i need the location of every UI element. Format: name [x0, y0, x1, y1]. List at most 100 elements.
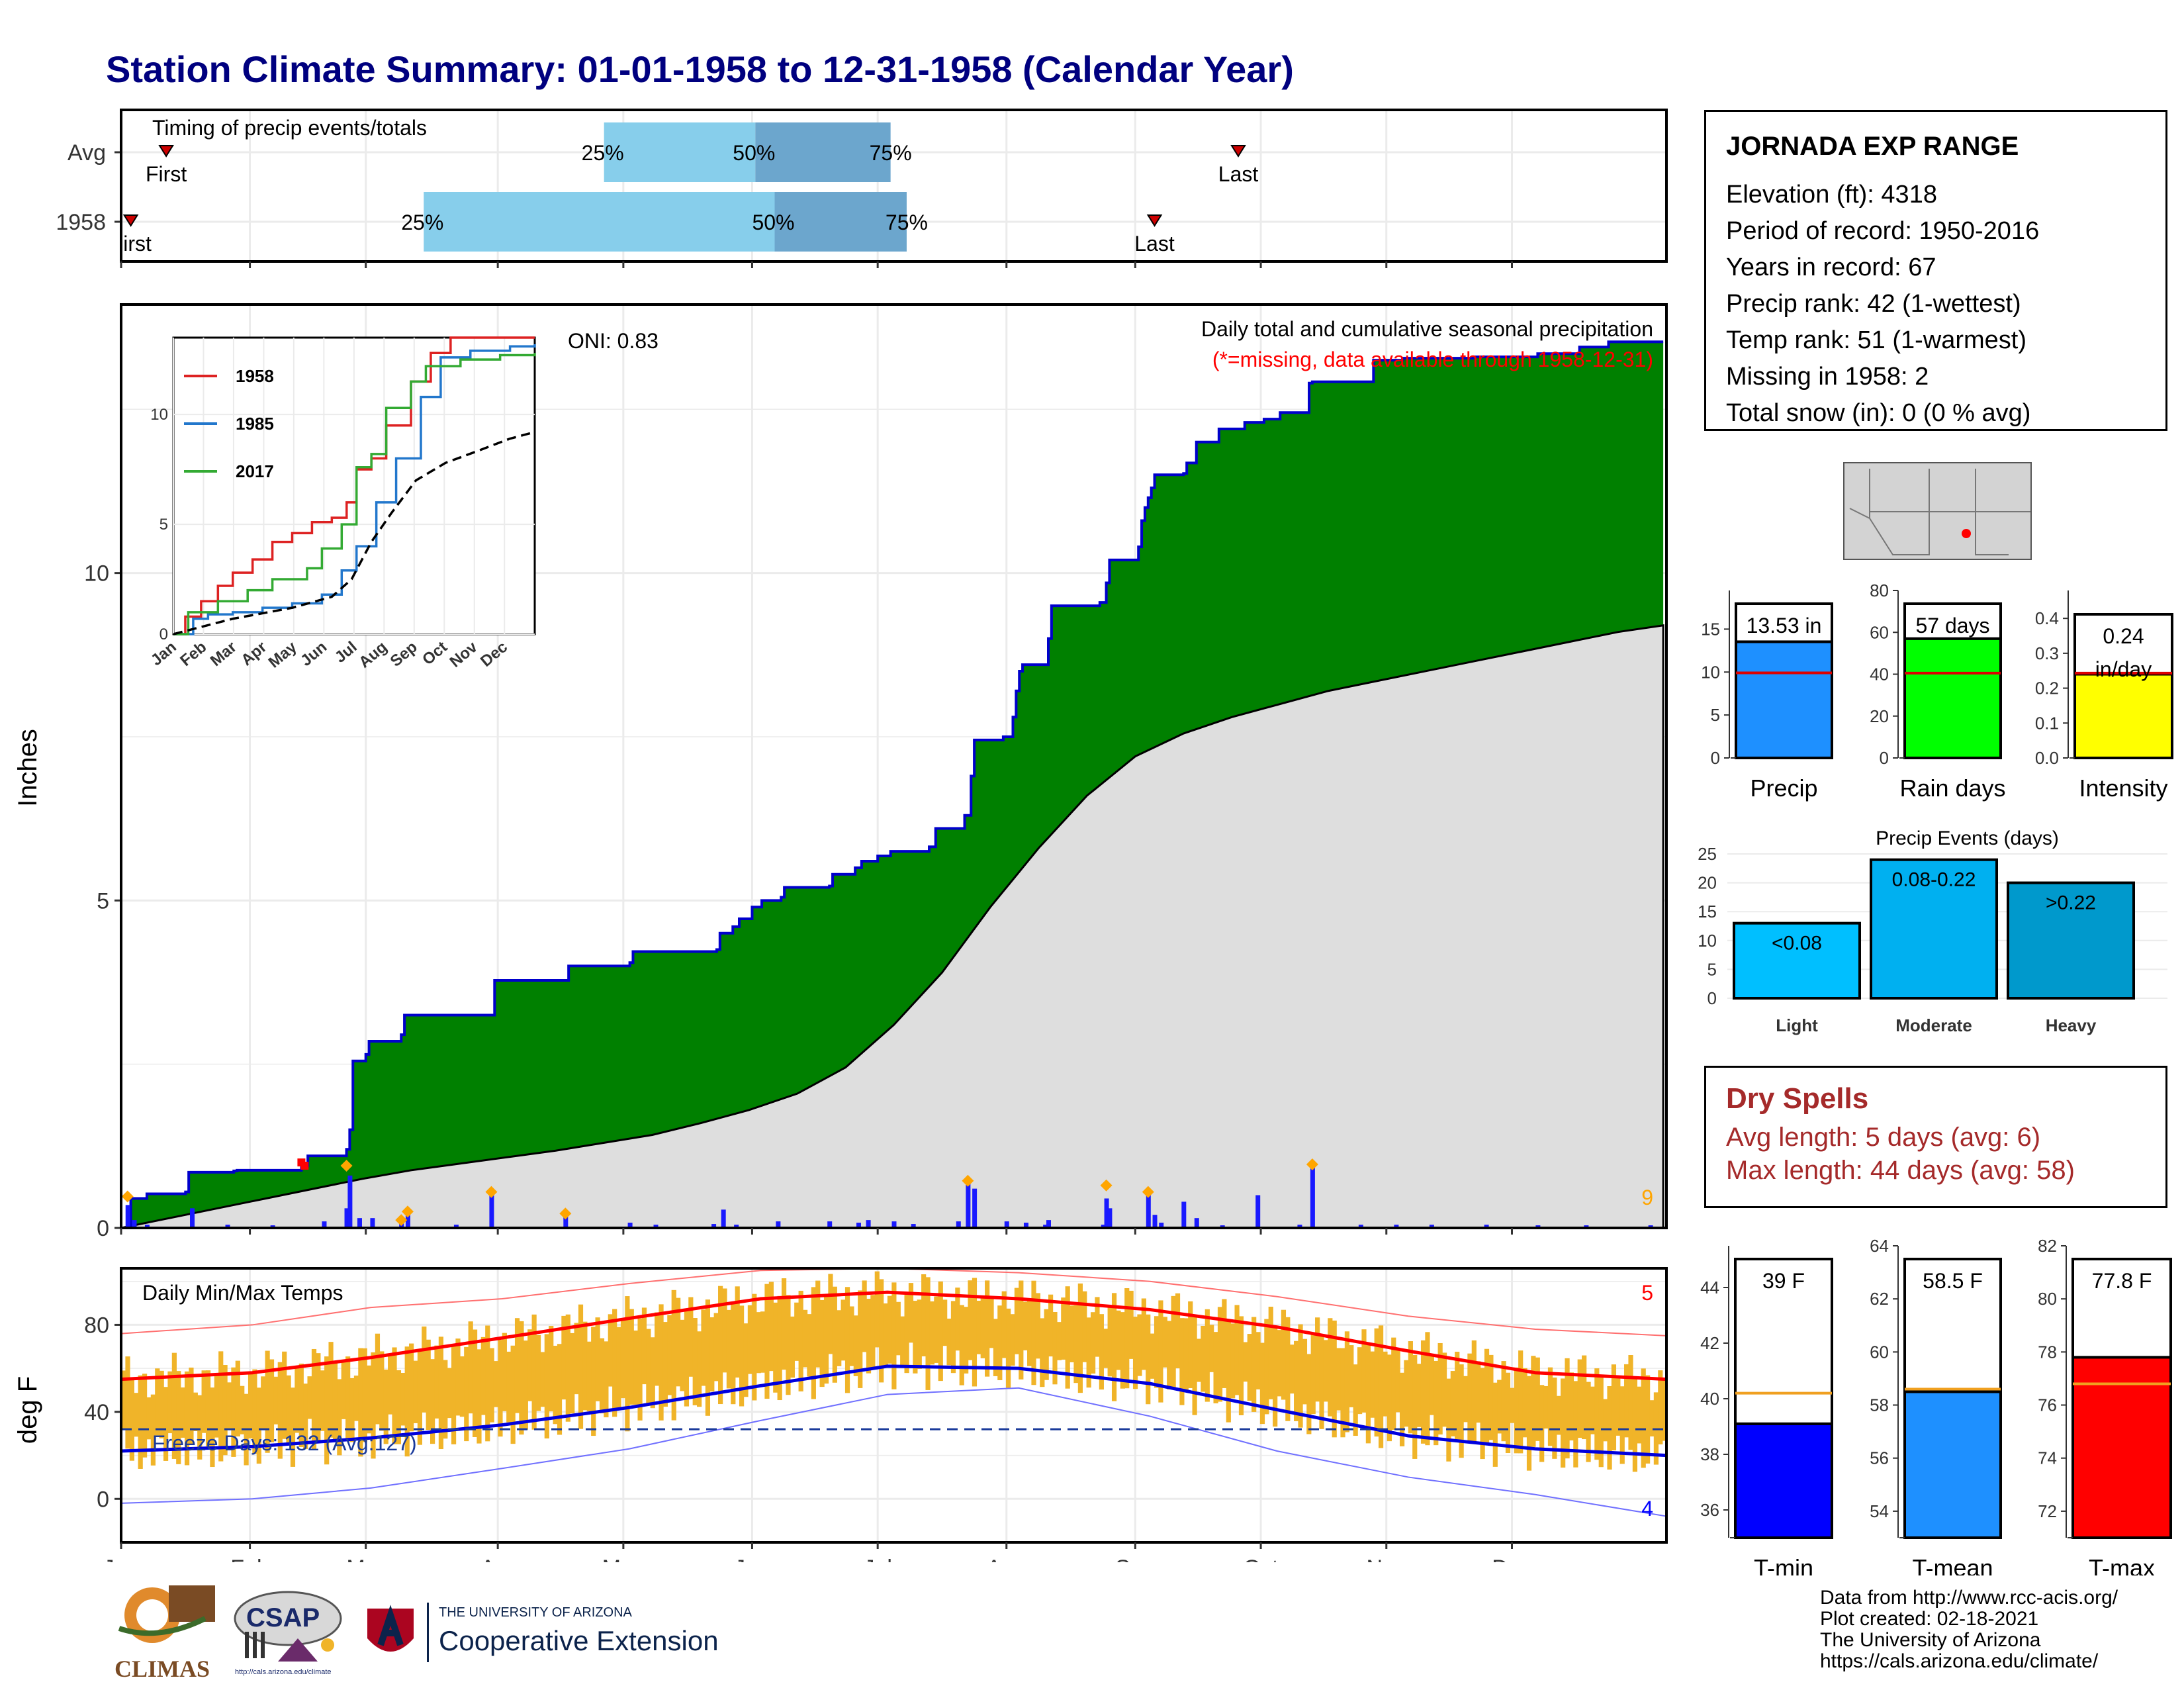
daily-temp-range-bar: [1404, 1360, 1409, 1427]
ua-logo-top-text: THE UNIVERSITY OF ARIZONA: [439, 1605, 632, 1620]
daily-precip-bar: [125, 1205, 130, 1228]
daily-temp-range-bar: [1594, 1368, 1600, 1460]
timing-p25-label: 25%: [401, 211, 443, 234]
daily-temp-range-bar: [709, 1317, 715, 1392]
daily-temp-range-bar: [1336, 1348, 1342, 1411]
daily-temp-range-bar: [1383, 1351, 1388, 1417]
precip-event-bar-label: 0.08-0.22: [1892, 869, 1976, 891]
daily-temp-range-bar: [489, 1348, 494, 1423]
timing-row-label: 1958: [56, 210, 106, 235]
daily-temp-range-bar: [1146, 1314, 1151, 1405]
daily-temp-range-bar: [290, 1387, 296, 1467]
daily-temp-range-bar: [214, 1374, 219, 1438]
daily-temp-range-bar: [1518, 1350, 1524, 1454]
daily-temp-range-bar: [1425, 1332, 1430, 1446]
daily-temp-range-bar: [853, 1315, 858, 1376]
daily-temp-range-bar: [298, 1363, 304, 1448]
daily-temp-range-bar: [1226, 1321, 1231, 1423]
daily-precip-bar: [1046, 1220, 1051, 1228]
y-tick-label: 82: [2038, 1236, 2057, 1256]
daily-temp-range-bar: [900, 1316, 905, 1366]
x-tick-label: Sep: [1115, 1556, 1156, 1562]
daily-temp-range-bar: [1315, 1317, 1320, 1402]
daily-precip-bar: [1043, 1225, 1048, 1228]
last-event-marker: [1146, 214, 1163, 227]
daily-temp-range-bar: [1065, 1286, 1070, 1389]
daily-temp-range-bar: [844, 1287, 850, 1393]
daily-temp-range-bar: [904, 1295, 909, 1374]
daily-temp-range-bar: [1607, 1386, 1612, 1470]
daily-temp-range-bar: [142, 1374, 148, 1458]
daily-temp-range-bar: [1056, 1322, 1062, 1360]
daily-temp-range-bar: [235, 1360, 240, 1436]
y-tick-label: 42: [1700, 1333, 1719, 1353]
daily-temp-range-bar: [1467, 1353, 1473, 1443]
temp-y-axis-label: deg F: [13, 1376, 42, 1444]
daily-temp-range-bar: [1586, 1382, 1591, 1462]
temp-chart: Freeze Days: 132 (Avg:127) Daily Min/Max …: [13, 1267, 1668, 1562]
daily-temp-range-bar: [1251, 1317, 1257, 1412]
daily-temp-range-bar: [1391, 1337, 1396, 1430]
daily-temp-range-bar: [1234, 1305, 1240, 1395]
daily-temp-range-bar: [273, 1376, 279, 1425]
x-tick-label: Jun: [734, 1556, 770, 1562]
daily-precip-bar: [405, 1211, 410, 1228]
precip-event-bar: [2007, 881, 2135, 1000]
daily-temp-range-bar: [908, 1283, 914, 1343]
y-tick-label: 62: [1870, 1289, 1889, 1309]
daily-temp-range-bar: [655, 1312, 660, 1386]
daily-temp-range-bar: [502, 1333, 507, 1411]
daily-temp-range-bar: [980, 1297, 985, 1358]
precip-event-marker: [1306, 1158, 1318, 1171]
precip-y-axis-label: Inches: [13, 729, 42, 807]
daily-temp-range-bar: [637, 1318, 643, 1421]
daily-temp-range-bar: [392, 1347, 397, 1444]
daily-temp-range-bar: [650, 1337, 655, 1409]
daily-precip-bar: [911, 1224, 916, 1228]
daily-precip-bar: [711, 1224, 717, 1228]
daily-temp-range-bar: [1167, 1321, 1172, 1389]
daily-temp-range-bar: [1023, 1301, 1028, 1350]
daily-temp-range-bar: [455, 1338, 461, 1416]
timing-bar-25-50: [424, 192, 775, 252]
precip-events-title: Precip Events (days): [1876, 827, 2059, 849]
daily-temp-range-bar: [659, 1304, 664, 1421]
credit-data-source: Data from http://www.rcc-acis.org/: [1820, 1587, 2118, 1609]
daily-temp-range-bar: [1040, 1318, 1045, 1387]
precip-event-marker: [395, 1214, 408, 1227]
daily-temp-range-bar: [1001, 1291, 1007, 1358]
dry-spells-title: Dry Spells: [1726, 1082, 1869, 1115]
daily-temp-range-bar: [1306, 1354, 1312, 1434]
daily-temp-range-bar: [934, 1296, 939, 1363]
daily-temp-range-bar: [544, 1334, 549, 1439]
daily-temp-range-bar: [768, 1282, 774, 1372]
daily-temp-range-bar: [612, 1309, 617, 1417]
precip-legend-title: Daily total and cumulative seasonal prec…: [1201, 317, 1653, 341]
daily-temp-range-bar: [879, 1279, 884, 1383]
daily-temp-range-bar: [155, 1368, 160, 1436]
daily-temp-range-bar: [337, 1379, 342, 1456]
daily-precip-bar: [721, 1209, 726, 1228]
daily-precip-bar: [322, 1221, 327, 1228]
daily-temp-range-bar: [1471, 1340, 1477, 1444]
daily-temp-range-bar: [633, 1331, 639, 1405]
daily-temp-range-bar: [1463, 1376, 1469, 1423]
daily-temp-range-bar: [1086, 1317, 1091, 1388]
daily-temp-range-bar: [692, 1318, 698, 1405]
stat-bar: [2071, 1356, 2172, 1540]
daily-temp-range-bar: [705, 1299, 711, 1416]
daily-temp-range-bar: [1247, 1334, 1252, 1401]
x-tick-label: Nov: [1367, 1556, 1406, 1562]
daily-temp-range-bar: [1150, 1333, 1155, 1379]
stat-value-label: 39 F: [1762, 1269, 1805, 1293]
daily-temp-range-bar: [1455, 1351, 1460, 1442]
daily-temp-range-bar: [565, 1314, 570, 1422]
daily-temp-range-bar: [794, 1302, 799, 1361]
daily-temp-range-bar: [620, 1318, 626, 1399]
daily-temp-range-bar: [1188, 1301, 1193, 1388]
y-tick-label: 60: [1870, 1342, 1889, 1362]
daily-temp-range-bar: [1535, 1357, 1540, 1441]
daily-temp-range-bar: [1547, 1367, 1553, 1446]
station-info-box: JORNADA EXP RANGE Elevation (ft): 4318 Pe…: [1704, 110, 2167, 431]
daily-temp-range-bar: [210, 1387, 215, 1468]
